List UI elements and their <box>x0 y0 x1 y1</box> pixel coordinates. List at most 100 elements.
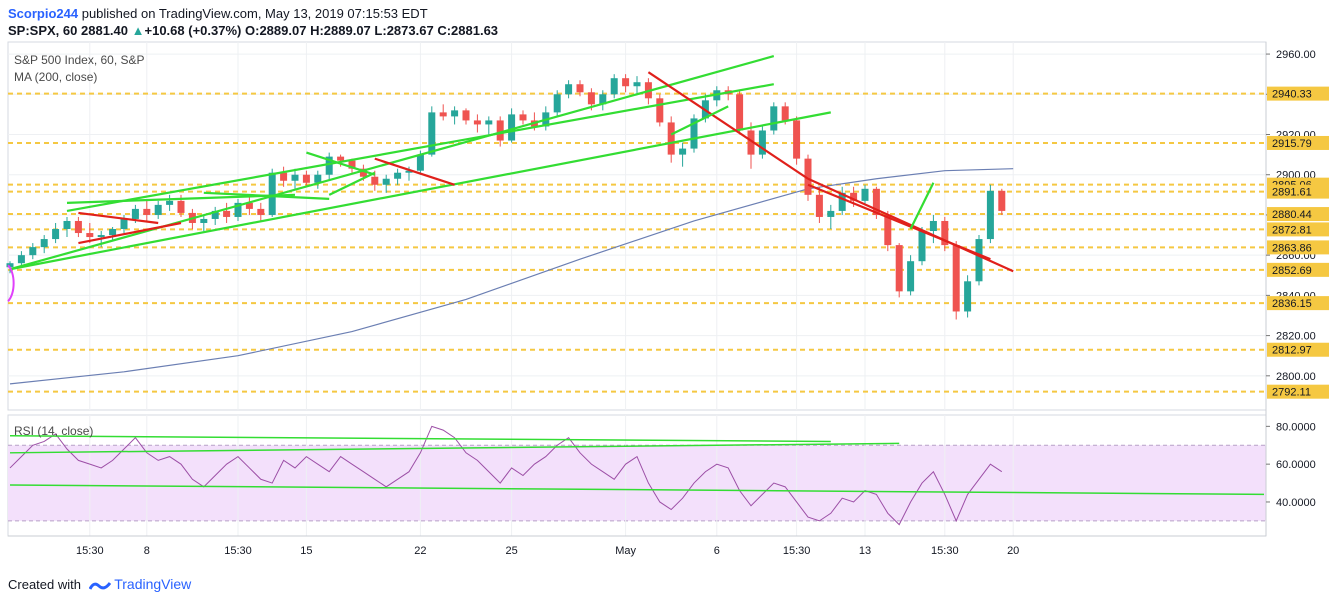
candle-body <box>382 178 390 185</box>
x-tick-label: 15:30 <box>783 545 811 557</box>
candle-body <box>291 174 299 181</box>
candle-body <box>770 106 778 131</box>
published-text: published on TradingView.com, May 13, 20… <box>81 6 428 21</box>
candle-body <box>599 94 607 105</box>
candle-body <box>394 172 402 179</box>
candle-body <box>416 154 424 171</box>
price-pane-frame <box>7 41 1267 411</box>
grid-lines <box>8 42 1266 536</box>
candle-body <box>975 239 983 282</box>
candle-body <box>804 158 812 195</box>
ohlc-line: SP:SPX, 60 2881.40 ▲+10.68 (+0.37%) O:28… <box>8 23 498 38</box>
x-tick-label: 15 <box>300 545 312 557</box>
level-tag-label: 2880.44 <box>1272 209 1312 221</box>
candle-body <box>131 208 139 219</box>
ma-200-line <box>9 168 1014 385</box>
candle-body <box>827 210 835 217</box>
level-tag <box>1267 296 1329 311</box>
candle-body <box>337 156 345 161</box>
level-tag-label: 2915.79 <box>1272 138 1312 150</box>
x-tick-label: 13 <box>859 545 871 557</box>
candle-body <box>74 220 82 234</box>
level-tag-label: 2836.15 <box>1272 298 1312 310</box>
candle-body <box>964 281 972 312</box>
candle-body <box>302 174 310 183</box>
candle-body <box>565 84 573 95</box>
close-value: 2881.63 <box>451 23 499 38</box>
candle-body <box>97 235 105 238</box>
open-label: O: <box>244 23 260 38</box>
candle-body <box>86 233 94 238</box>
created-with-text: Created with <box>8 577 81 592</box>
rsi-pane <box>7 414 1267 537</box>
x-tick-label: 22 <box>414 545 426 557</box>
author-name[interactable]: Scorpio244 <box>8 6 79 21</box>
level-tag <box>1267 222 1329 237</box>
candle-body <box>359 168 367 177</box>
x-tick-label: 6 <box>714 545 720 557</box>
candle-body <box>929 220 937 232</box>
publish-header: Scorpio244 published on TradingView.com,… <box>0 0 1330 42</box>
trend-line <box>807 177 1014 273</box>
candle-body <box>371 176 379 185</box>
trend-line <box>807 183 991 261</box>
ma-legend: MA (200, close) <box>14 70 97 84</box>
candle-body <box>268 172 276 215</box>
level-tags: 2940.332915.792895.062891.612880.442872.… <box>1267 86 1329 399</box>
candle-body <box>17 255 25 264</box>
candle-body <box>52 229 60 240</box>
level-tag <box>1267 240 1329 255</box>
y-tick-label: 2960.00 <box>1276 49 1316 61</box>
chart-canvas[interactable]: 2960.002940.002920.002900.002880.002860.… <box>0 40 1330 572</box>
level-tag <box>1267 342 1329 357</box>
trend-line <box>374 157 455 186</box>
candle-body <box>895 245 903 292</box>
publish-info: Scorpio244 published on TradingView.com,… <box>8 6 428 21</box>
candle-body <box>781 106 789 121</box>
y-tick-label: 2860.00 <box>1276 250 1316 262</box>
candle-body <box>941 220 949 246</box>
candle-body <box>610 78 618 95</box>
candle-body <box>690 118 698 149</box>
tradingview-brand[interactable]: TradingView <box>114 576 192 592</box>
candle-body <box>120 218 128 230</box>
candle-body <box>747 130 755 155</box>
candle-body <box>872 188 880 215</box>
open-value: 2889.07 <box>259 23 307 38</box>
level-tag-label: 2872.81 <box>1272 224 1312 236</box>
candle-body <box>758 130 766 155</box>
candle-body <box>348 160 356 169</box>
candle-body <box>793 120 801 159</box>
level-tag-label: 2863.86 <box>1272 242 1312 254</box>
candle-body <box>667 122 675 155</box>
trend-line <box>78 211 159 225</box>
level-tag <box>1267 262 1329 277</box>
candle-body <box>952 245 960 312</box>
candle-body <box>428 112 436 155</box>
level-tag <box>1267 207 1329 222</box>
candle-body <box>815 194 823 217</box>
low-label: L: <box>374 23 387 38</box>
candle-body <box>325 156 333 175</box>
trend-line <box>9 111 832 271</box>
candle-body <box>166 200 174 205</box>
level-tag-label: 2792.11 <box>1272 387 1311 399</box>
trend-line <box>9 55 775 271</box>
tradingview-logo-icon <box>88 581 111 590</box>
candle-body <box>439 112 447 117</box>
x-tick-label: 20 <box>1007 545 1019 557</box>
candle-body <box>223 210 231 217</box>
level-tag-label: 2940.33 <box>1272 89 1312 101</box>
trend-line <box>203 191 330 200</box>
candle-body <box>587 92 595 105</box>
candle-body <box>109 229 117 236</box>
candle-body <box>63 220 71 230</box>
candle-body <box>998 190 1006 211</box>
x-tick-label: 15:30 <box>224 545 252 557</box>
price-pane-title: S&P 500 Index, 60, S&P <box>14 53 145 67</box>
rsi-tick-label: 40.0000 <box>1276 497 1316 509</box>
trend-line <box>78 221 182 245</box>
candle-body <box>40 239 48 248</box>
candle-body <box>656 98 664 123</box>
candle-body <box>177 200 185 213</box>
